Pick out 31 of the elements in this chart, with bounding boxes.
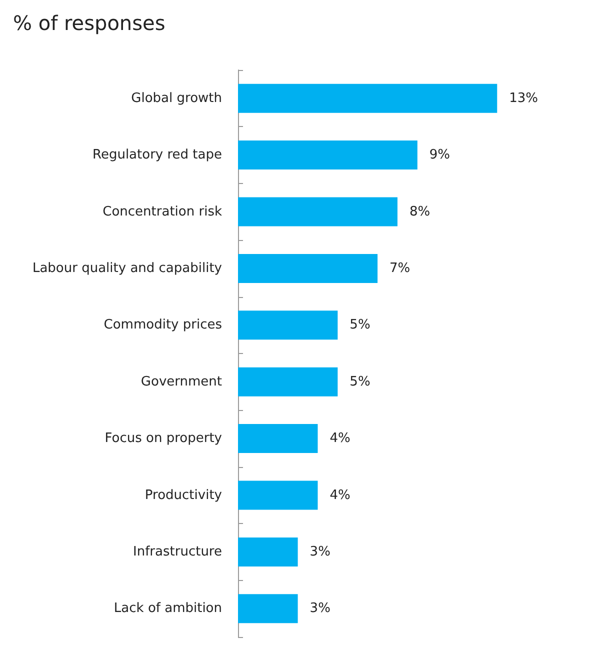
y-tick-label: Regulatory red tape [92,148,222,163]
y-tick-label: Global growth [131,90,222,106]
y-tick-label: Productivity [144,488,222,503]
bar [238,197,398,226]
bar [238,254,378,283]
data-label: 5% [350,318,370,333]
y-tick-label: Lack of ambition [114,601,222,616]
data-label: 4% [330,488,350,503]
data-label: 8% [409,204,430,220]
bar [238,310,338,340]
y-tick-label: Infrastructure [133,544,222,560]
y-tick-label: Government [140,374,222,390]
data-label: 9% [429,148,450,163]
chart-title: % of responses [13,11,166,35]
bar [238,424,318,454]
data-label: 7% [390,260,410,276]
bar [238,84,498,113]
bar [238,140,418,170]
bar [238,594,298,624]
bar [238,367,338,396]
data-label: 3% [310,601,330,616]
data-label: 3% [310,544,330,560]
bar [238,537,298,566]
y-tick-label: Focus on property [104,431,222,446]
y-tick-label: Labour quality and capability [32,260,222,276]
data-label: 13% [509,90,538,106]
y-tick-label: Commodity prices [104,318,222,333]
y-tick-label: Concentration risk [102,204,222,220]
bar [238,480,318,510]
data-label: 5% [350,374,370,390]
data-label: 4% [330,431,350,446]
